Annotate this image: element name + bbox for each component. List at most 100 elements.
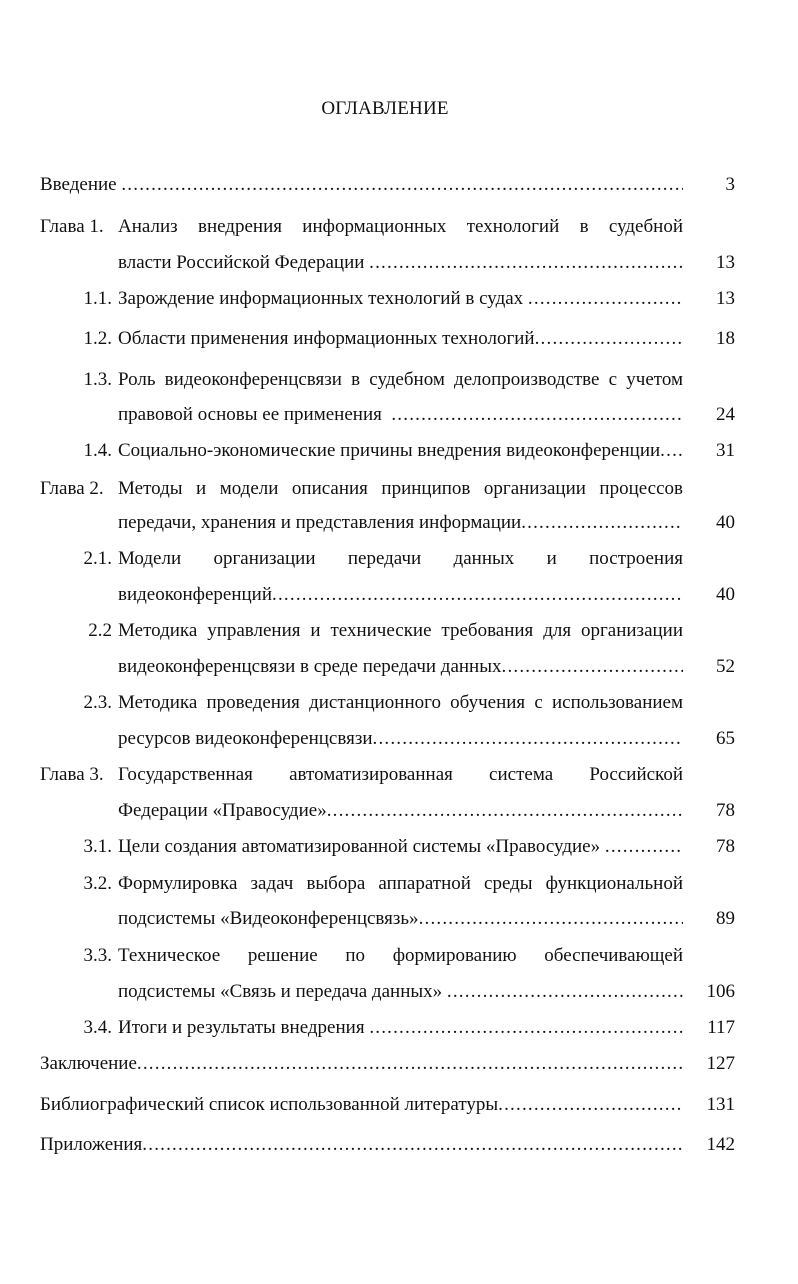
toc-page-number: 142 (706, 1134, 736, 1155)
toc-entry-text: Анализ внедрения информационных технолог… (118, 216, 683, 237)
toc-page-number: 31 (716, 440, 735, 461)
toc-entry-title: власти Российской Федерации (118, 252, 370, 273)
toc-entry-text: Введение (40, 171, 683, 199)
toc-entry-line: передачи, хранения и представления инфор… (0, 509, 798, 537)
dot-leader (521, 509, 683, 537)
dot-leader (121, 171, 683, 199)
toc-entry-title: Приложения (40, 1134, 143, 1155)
toc-entry-text: Библиографический список использованной … (40, 1091, 683, 1119)
toc-entry-text: Формулировка задач выбора аппаратной сре… (118, 873, 683, 894)
dot-leader (373, 725, 684, 753)
dot-leader (369, 1014, 683, 1042)
toc-entry-line: 3.4.Итоги и результаты внедрения 117 (0, 1014, 798, 1042)
toc-title: ОГЛАВЛЕНИЕ (321, 98, 449, 119)
toc-entry-title: Библиографический список использованной … (40, 1094, 499, 1115)
dot-leader (502, 653, 684, 681)
toc-entry-text: передачи, хранения и представления инфор… (118, 509, 683, 537)
toc-entry-text: Роль видеоконференцсвязи в судебном дело… (118, 369, 683, 390)
toc-page-number: 13 (716, 288, 735, 309)
toc-page-number: 18 (716, 328, 735, 349)
toc-entry-line: 1.3. Роль видеоконференцсвязи в судебном … (0, 366, 798, 394)
toc-entry-title: Заключение (40, 1053, 137, 1074)
toc-entry-line: 3.1. Цели создания автоматизированной сис… (0, 833, 798, 861)
toc-entry-line: Глава 2. Методы и модели описания принцип… (0, 475, 798, 503)
toc-entry-line: Введение 3 (0, 171, 798, 199)
toc-entry-text: правовой основы ее применения (118, 401, 683, 429)
toc-entry-title: Области применения информационных технол… (118, 328, 535, 349)
toc-page-number: 117 (707, 1017, 735, 1038)
dot-leader (327, 797, 683, 825)
toc-entry-text: подсистемы «Видеоконференцсвязь» (118, 905, 683, 933)
toc-entry-text: Техническое решение по формированию обес… (118, 945, 683, 966)
toc-page-number: 3 (725, 174, 736, 195)
toc-entry-text: видеоконференций (118, 581, 683, 609)
toc-entry-line: Глава 3. Государственная автоматизированн… (0, 761, 798, 789)
toc-entry-line: подсистемы «Связь и передача данных» 106 (0, 978, 798, 1006)
toc-entry-line: 2.3. Методика проведения дистанционного о… (0, 689, 798, 717)
toc-entry-text: Заключение (40, 1050, 683, 1078)
toc-entry-title: ресурсов видеоконференцсвязи (118, 728, 373, 749)
toc-entry-title: видеоконференций (118, 584, 273, 605)
dot-leader (142, 1131, 683, 1159)
toc-entry-number: 2.3. (83, 692, 113, 713)
toc-entry-line: правовой основы ее применения 24 (0, 401, 798, 429)
toc-entry-text: Методика управления и технические требов… (118, 620, 683, 641)
toc-entry-text: Методы и модели описания принципов орган… (118, 478, 683, 499)
dot-leader (391, 401, 683, 429)
toc-entry-line: 1.4. Социально-экономические причины внед… (0, 437, 798, 465)
toc-entry-number: 3.3. (83, 945, 113, 966)
dot-leader (660, 437, 683, 465)
toc-entry-line: Приложения 142 (0, 1131, 798, 1159)
toc-entry-text: Методика проведения дистанционного обуче… (118, 692, 683, 713)
toc-entry-title: правовой основы ее применения (118, 404, 392, 425)
toc-entry-number: 1.3. (83, 369, 113, 390)
toc-page-number: 13 (716, 252, 735, 273)
dot-leader (528, 285, 683, 313)
toc-entry-number: 2.2 (88, 620, 112, 641)
toc-page-number: 78 (716, 836, 735, 857)
toc-entry-text: Области применения информационных технол… (118, 325, 683, 353)
toc-page-number: 40 (716, 584, 735, 605)
dot-leader (272, 581, 683, 609)
toc-entry-text: Государственная автоматизированная систе… (118, 764, 683, 785)
toc-entry-text: подсистемы «Связь и передача данных» (118, 978, 683, 1006)
toc-entry-title: Федерации «Правосудие» (118, 800, 327, 821)
toc-entry-number: 3.2. (83, 873, 113, 894)
toc-entry-title: Зарождение информационных технологий в с… (118, 288, 528, 309)
toc-page-number: 89 (716, 908, 735, 929)
toc-entry-number: 1.4. (83, 440, 113, 461)
toc-entry-number: Глава 1. (40, 216, 104, 237)
toc-entry-text: Модели организации передачи данных и пос… (118, 548, 683, 569)
toc-page-number: 106 (706, 981, 736, 1002)
toc-entry-line: Глава 1. Анализ внедрения информационных … (0, 213, 798, 241)
dot-leader (419, 905, 683, 933)
toc-entry-number: Глава 3. (40, 764, 104, 785)
toc-entry-text: Зарождение информационных технологий в с… (118, 285, 683, 313)
toc-page-number: 24 (716, 404, 735, 425)
toc-entry-line: Библиографический список использованной … (0, 1091, 798, 1119)
toc-entry-line: видеоконференций 40 (0, 581, 798, 609)
toc-page-number: 131 (706, 1094, 736, 1115)
dot-leader (605, 833, 683, 861)
toc-entry-number: 1.1. (83, 288, 113, 309)
toc-entry-line: видеоконференцсвязи в среде передачи дан… (0, 653, 798, 681)
toc-page-number: 52 (716, 656, 735, 677)
toc-entry-text: ресурсов видеоконференцсвязи (118, 725, 683, 753)
toc-entry-title: подсистемы «Видеоконференцсвязь» (118, 908, 419, 929)
toc-entry-text: Социально-экономические причины внедрени… (118, 437, 683, 465)
toc-entry-title: подсистемы «Связь и передача данных» (118, 981, 447, 1002)
toc-entry-line: подсистемы «Видеоконференцсвязь» 89 (0, 905, 798, 933)
toc-entry-title: видеоконференцсвязи в среде передачи дан… (118, 656, 502, 677)
toc-entry-title: передачи, хранения и представления инфор… (118, 512, 522, 533)
toc-page-number: 78 (716, 800, 735, 821)
toc-entry-number: Глава 2. (40, 478, 104, 499)
toc-entry-title: Социально-экономические причины внедрени… (118, 440, 661, 461)
toc-entry-title: Итоги и результаты внедрения (118, 1017, 370, 1038)
dot-leader (447, 978, 683, 1006)
toc-entry-number: 1.2. (83, 328, 113, 349)
dot-leader (498, 1091, 683, 1119)
toc-entry-line: 2.2 Методика управления и технические тре… (0, 617, 798, 645)
toc-entry-text: власти Российской Федерации (118, 249, 683, 277)
toc-entry-line: ресурсов видеоконференцсвязи 65 (0, 725, 798, 753)
toc-entry-text: Приложения (40, 1131, 683, 1159)
